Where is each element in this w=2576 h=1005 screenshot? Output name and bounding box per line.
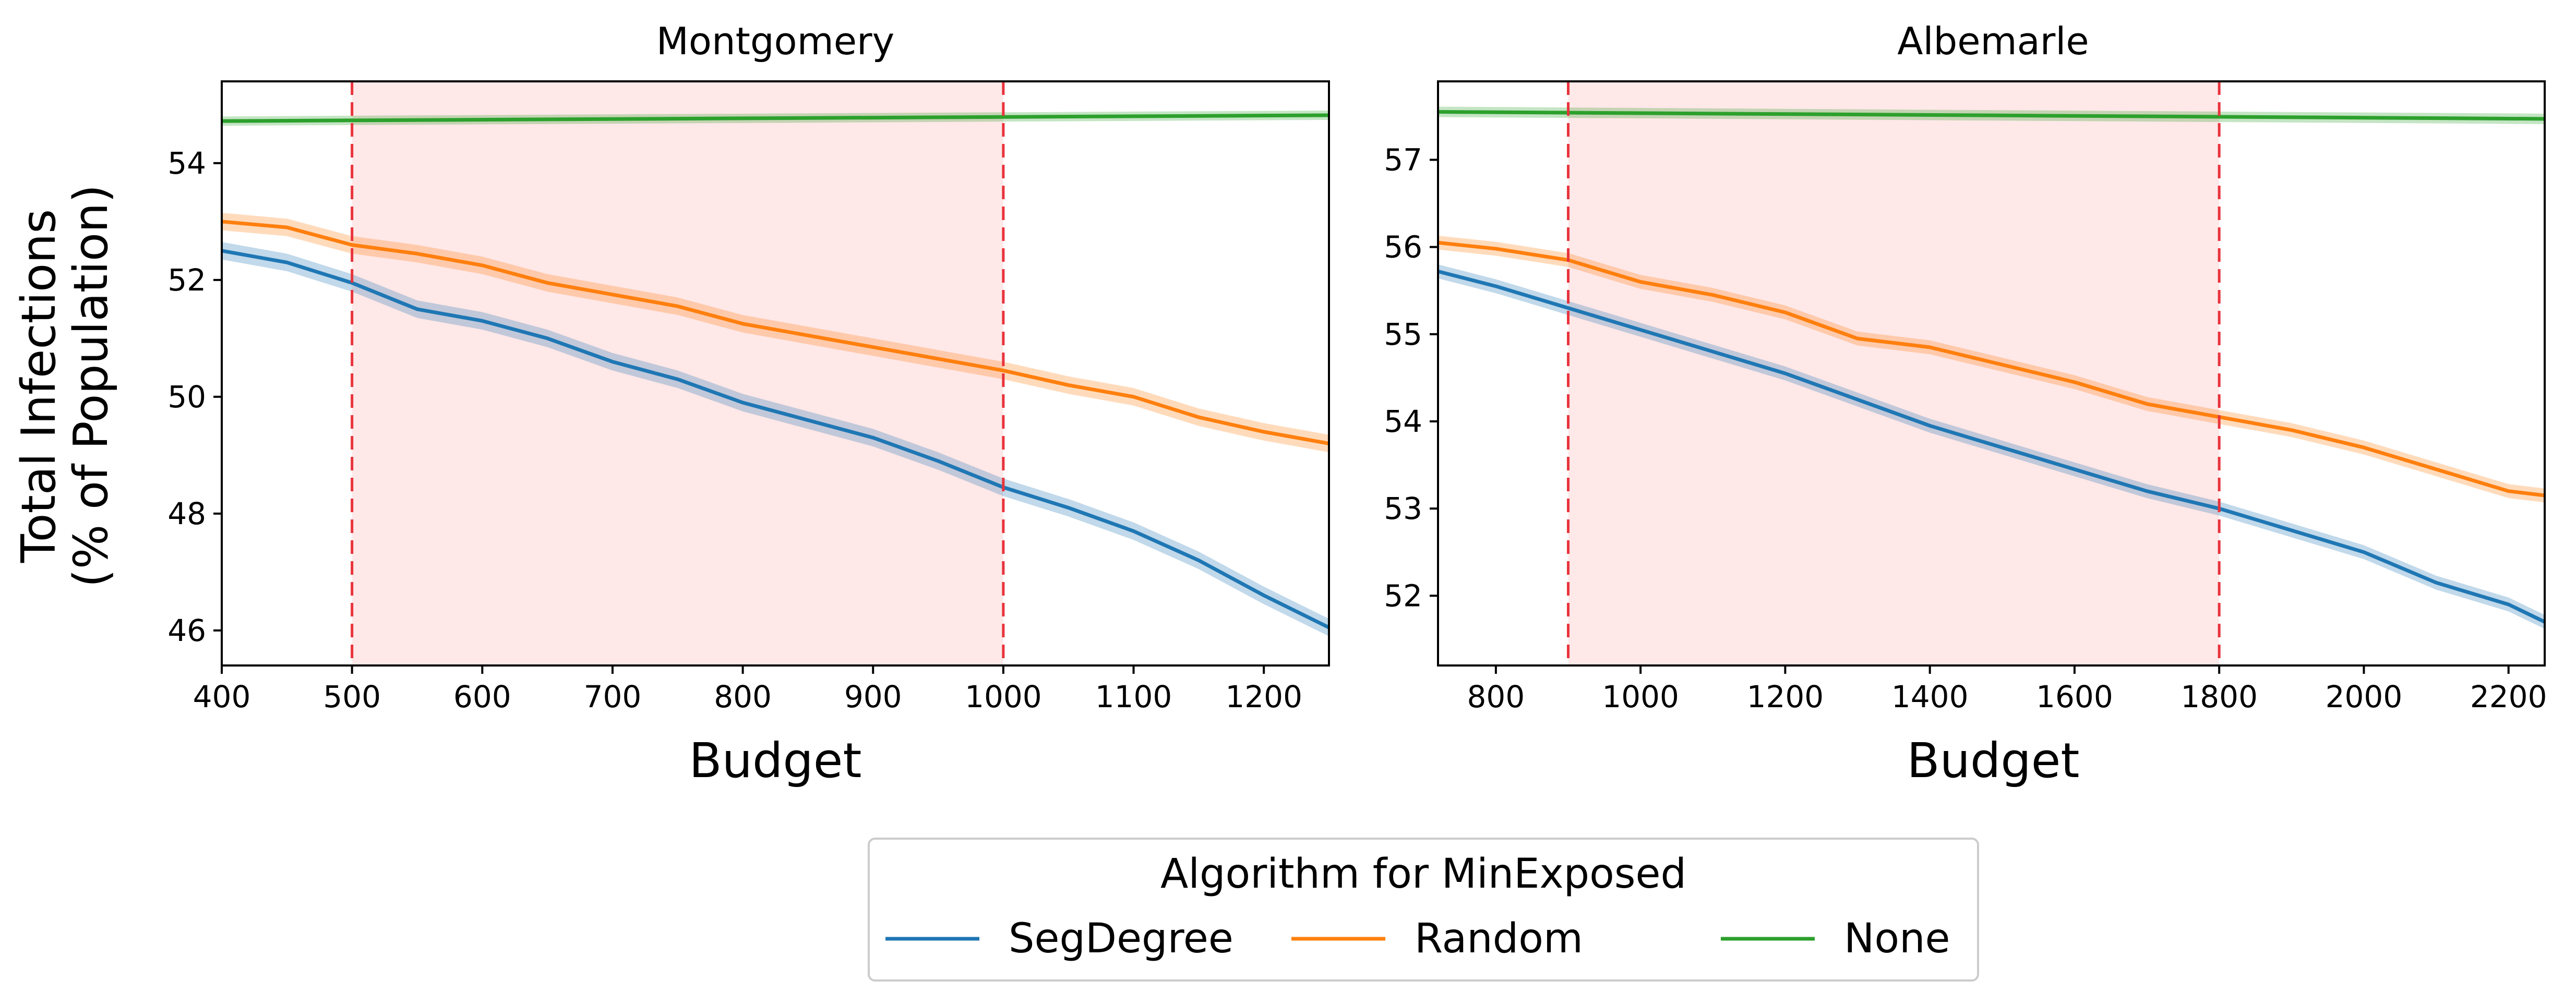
montgomery-axes-frame [221,80,1330,667]
montgomery-xtick-label: 400 [193,679,251,715]
montgomery-ytick-label: 52 [167,262,206,298]
albemarle-ytick-label: 56 [1384,229,1422,265]
montgomery-xtick-label: 700 [584,679,642,715]
albemarle-ytick-label: 53 [1384,491,1422,526]
montgomery-xtick-label: 900 [844,679,902,715]
albemarle-xtick-label: 1200 [1747,679,1824,715]
montgomery-ytick-label: 46 [167,613,206,648]
legend-title: Algorithm for MinExposed [1160,851,1686,898]
albemarle-xtick-label: 1800 [2180,679,2258,715]
albemarle-ytick-label: 54 [1384,404,1422,439]
albemarle-axes-frame [1437,80,2546,667]
legend-entries: SegDegree Random None [885,915,1950,962]
montgomery-segdegree-band [222,242,1329,636]
ylabel-line-2: (% of Population) [64,185,118,588]
montgomery-xlabel: Budget [689,733,862,789]
montgomery-xtick-label: 1000 [965,679,1042,715]
ylabel-line-1: Total Infections [11,209,66,563]
albemarle-random-band [1438,235,2545,503]
albemarle-xlabel: Budget [1907,733,2080,789]
albemarle-plot-area: 800 1000 1200 1400 1600 1800 2000 2200 52 53 54 55 5… [1384,80,2547,715]
albemarle-panel: Albemarle 800 1000 1200 1400 1600 1800 2000 220… [1384,19,2547,789]
montgomery-xtick-label: 500 [323,679,381,715]
albemarle-xtick-label: 1000 [1602,679,1679,715]
montgomery-ytick-label: 48 [167,496,206,531]
montgomery-none-line [221,113,1329,123]
albemarle-segdegree-line [1437,270,2546,624]
montgomery-ytick-label: 50 [167,379,206,415]
legend-label-random: Random [1415,915,1583,962]
montgomery-plot-area: 400 500 600 700 800 900 1000 1100 1200 46 48 50 52 54 [167,80,1330,715]
albemarle-random-line [1437,240,2545,498]
albemarle-highlight-band [1568,81,2220,665]
montgomery-xtick-label: 800 [714,679,772,715]
montgomery-xtick-label: 1200 [1225,679,1302,715]
legend: Algorithm for MinExposed SegDegree Random… [868,838,1979,982]
y-axis-label: Total Infections (% of Population) [11,185,118,588]
montgomery-panel: Montgomery 400 500 600 700 800 900 1000 1100 120… [167,19,1330,789]
montgomery-random-band [222,213,1329,453]
montgomery-ytick-label: 54 [167,146,206,181]
albemarle-ytick-label: 57 [1384,142,1422,177]
legend-label-none: None [1844,915,1950,962]
montgomery-highlight-band [352,81,1003,665]
albemarle-ytick-label: 52 [1384,578,1422,613]
montgomery-segdegree-line [221,249,1330,629]
albemarle-segdegree-band [1438,264,2545,629]
legend-label-segdegree: SegDegree [1009,915,1233,962]
albemarle-xtick-label: 1600 [2036,679,2113,715]
montgomery-xtick-label: 600 [453,679,511,715]
albemarle-xtick-label: 1400 [1891,679,1969,715]
albemarle-xtick-label: 2200 [2470,679,2547,715]
albemarle-title: Albemarle [1897,19,2089,63]
montgomery-xtick-label: 1100 [1095,679,1172,715]
montgomery-random-line [221,220,1329,445]
montgomery-title: Montgomery [656,19,894,63]
albemarle-none-line [1437,110,2545,121]
albemarle-xtick-label: 800 [1467,679,1525,715]
albemarle-ytick-label: 55 [1384,317,1422,352]
legend-frame [868,838,1979,982]
albemarle-xtick-label: 2000 [2326,679,2403,715]
